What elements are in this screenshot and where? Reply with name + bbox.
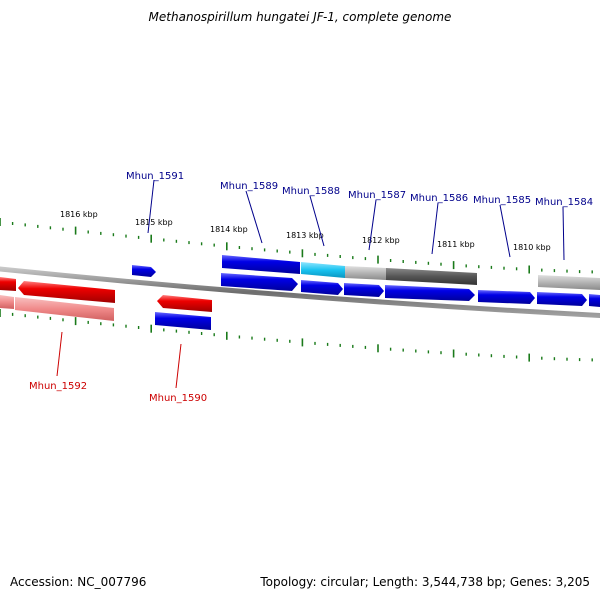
genome-backbone [0,266,600,318]
leader-line [56,331,63,377]
feature-lane-top [132,255,600,290]
gene-mhun-1591-arrow[interactable] [132,265,156,277]
gene-forward-arrow[interactable] [385,285,475,301]
gene-label[interactable]: Mhun_1585 [473,195,531,206]
gene-forward-arrow[interactable] [221,273,298,291]
tick-label: 1811 kbp [437,240,475,249]
tick-label: 1816 kbp [60,210,98,219]
feature-lane-reverse [0,277,212,330]
genome-summary-text: Topology: circular; Length: 3,544,738 bp… [260,575,590,589]
leader-line [431,202,439,255]
leader-line [499,204,511,258]
gene-label[interactable]: Mhun_1591 [126,171,184,182]
inner-tick-row [0,309,593,362]
gene-forward-arrow[interactable] [537,292,587,306]
label-leader-lines [56,179,565,389]
leader-line [368,199,377,251]
gene-mhun-1592-pale-arrow[interactable] [15,297,114,321]
gene-labels: Mhun_1591 Mhun_1589 Mhun_1588 Mhun_1587 … [29,171,593,404]
feature-lane-middle [221,273,600,307]
tick-label: 1813 kbp [286,231,324,240]
tick-label: 1812 kbp [362,236,400,245]
tick-label: 1815 kbp [135,218,173,227]
gene-label[interactable]: Mhun_1587 [348,190,406,201]
gene-label[interactable]: Mhun_1590 [149,393,207,404]
gene-forward-arrow[interactable] [344,283,384,297]
gene-forward-arrow[interactable] [589,294,600,307]
gene-mhun-1590-arrow[interactable] [155,312,211,330]
gene-label[interactable]: Mhun_1586 [410,193,468,204]
gene-reverse-arrow[interactable] [0,277,16,291]
gene-label[interactable]: Mhun_1592 [29,381,87,392]
gene-reverse-pale-arrow[interactable] [0,295,14,309]
gene-label[interactable]: Mhun_1588 [282,186,340,197]
leader-line [245,190,263,244]
tick-labels: 1816 kbp 1815 kbp 1814 kbp 1813 kbp 1812… [60,210,551,252]
gene-mhun-1584-feature[interactable] [538,275,600,290]
tick-label: 1810 kbp [513,243,551,252]
leader-line [147,179,155,234]
tick-label: 1814 kbp [210,225,248,234]
gene-forward-arrow[interactable] [301,280,343,295]
gene-mhun-1590-reverse-arrow[interactable] [157,295,212,312]
map-title: Methanospirillum hungatei JF-1, complete… [148,10,452,24]
outer-tick-row [0,218,593,274]
gene-mhun-1588-feature[interactable] [301,262,345,278]
gene-mhun-1589-arrow[interactable] [222,255,300,274]
leader-line [562,206,565,261]
gene-mhun-1586-feature[interactable] [386,268,477,285]
leader-line [309,195,325,247]
accession-text: Accession: NC_007796 [10,575,147,589]
gene-forward-arrow[interactable] [478,290,535,304]
gene-label[interactable]: Mhun_1584 [535,197,593,208]
leader-line [175,343,182,389]
gene-label[interactable]: Mhun_1589 [220,181,278,192]
gene-mhun-1587-feature[interactable] [345,266,386,280]
gene-mhun-1592-arrow[interactable] [18,281,115,303]
